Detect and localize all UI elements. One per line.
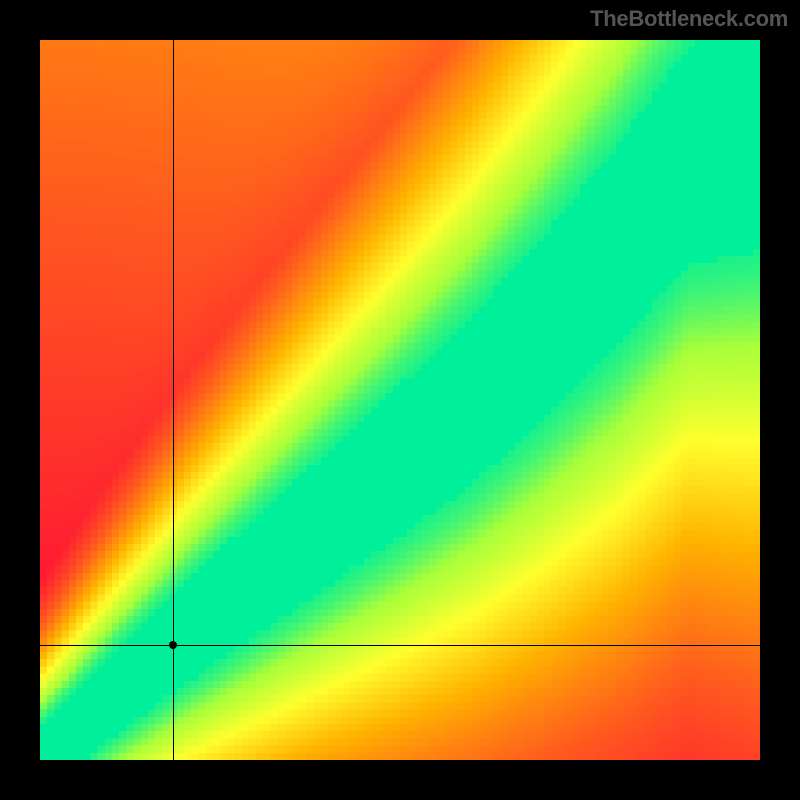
bottleneck-heatmap <box>40 40 760 760</box>
watermark: TheBottleneck.com <box>590 6 788 32</box>
plot-area <box>40 40 760 760</box>
